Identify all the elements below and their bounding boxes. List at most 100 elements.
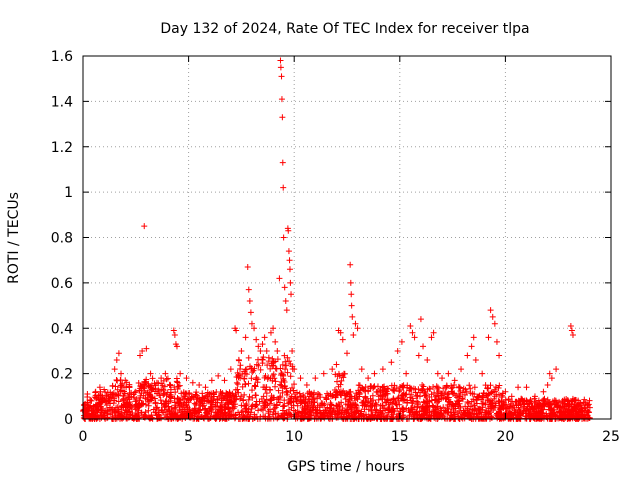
data-point [312, 375, 319, 382]
band-point [368, 407, 375, 414]
band-point [386, 404, 393, 411]
band-point [188, 412, 195, 419]
data-point [502, 388, 509, 395]
data-point [523, 384, 530, 391]
band-point [280, 403, 287, 410]
band-point [464, 398, 471, 405]
band-point [115, 411, 122, 418]
data-point [277, 57, 284, 64]
data-point [173, 343, 180, 350]
x-tick-label: 0 [79, 429, 88, 445]
data-point [139, 347, 146, 354]
band-point [248, 405, 255, 412]
y-tick-label: 0.4 [51, 321, 73, 337]
y-tick-label: 0.6 [51, 276, 73, 292]
band-point [443, 384, 450, 391]
band-point [384, 396, 391, 403]
band-point [223, 389, 230, 396]
data-point [113, 357, 120, 364]
data-point [411, 334, 418, 341]
band-point [488, 389, 495, 396]
band-point [471, 410, 478, 417]
data-point [267, 329, 274, 336]
band-point [185, 399, 192, 406]
band-point [291, 381, 298, 388]
band-point [140, 400, 147, 407]
band-point [443, 383, 450, 390]
band-point [264, 375, 271, 382]
band-point [277, 381, 284, 388]
data-point [333, 361, 340, 368]
band-point [573, 397, 580, 404]
band-point [420, 407, 427, 414]
band-point [207, 414, 214, 421]
band-point [264, 401, 271, 408]
band-point [281, 352, 288, 359]
band-point [355, 410, 362, 417]
band-point [281, 402, 288, 409]
band-point [418, 387, 425, 394]
band-point [515, 402, 522, 409]
band-point [278, 370, 285, 377]
band-point [408, 391, 415, 398]
band-point [534, 408, 541, 415]
dense-data-band [80, 352, 593, 422]
band-point [135, 412, 142, 419]
band-point [338, 392, 345, 399]
data-point [261, 334, 268, 341]
band-point [359, 399, 366, 406]
band-point [437, 405, 444, 412]
x-tick-label: 20 [496, 429, 514, 445]
band-point [382, 391, 389, 398]
band-point [343, 413, 350, 420]
data-point [238, 347, 245, 354]
band-point [432, 410, 439, 417]
band-point [480, 400, 487, 407]
band-point [104, 408, 111, 415]
band-point [362, 394, 369, 401]
band-point [211, 393, 218, 400]
band-point [245, 396, 252, 403]
band-point [491, 388, 498, 395]
band-point [334, 411, 341, 418]
band-point [389, 407, 396, 414]
band-point [455, 390, 462, 397]
band-point [516, 398, 523, 405]
band-point [331, 387, 338, 394]
band-point [581, 396, 588, 403]
band-point [543, 401, 550, 408]
data-point [451, 377, 458, 384]
data-point [115, 350, 122, 357]
band-point [270, 359, 277, 366]
band-point [346, 396, 353, 403]
band-point [167, 386, 174, 393]
band-point [268, 397, 275, 404]
band-point [283, 362, 290, 369]
band-point [192, 391, 199, 398]
band-point [585, 401, 592, 408]
data-point [291, 366, 298, 373]
data-point [283, 307, 290, 314]
band-point [195, 413, 202, 420]
band-point [227, 393, 234, 400]
band-point [110, 400, 117, 407]
band-point [249, 394, 256, 401]
band-point [495, 391, 502, 398]
band-point [238, 393, 245, 400]
band-point [523, 406, 530, 413]
band-point [235, 356, 242, 363]
band-point [283, 391, 290, 398]
band-point [138, 409, 145, 416]
band-point [103, 402, 110, 409]
data-point [280, 234, 287, 241]
band-point [468, 398, 475, 405]
band-point [290, 407, 297, 414]
band-point [148, 411, 155, 418]
data-point [569, 332, 576, 339]
band-point [255, 407, 262, 414]
band-point [118, 406, 125, 413]
band-point [455, 413, 462, 420]
band-point [551, 411, 558, 418]
band-point [440, 385, 447, 392]
band-point [252, 401, 259, 408]
